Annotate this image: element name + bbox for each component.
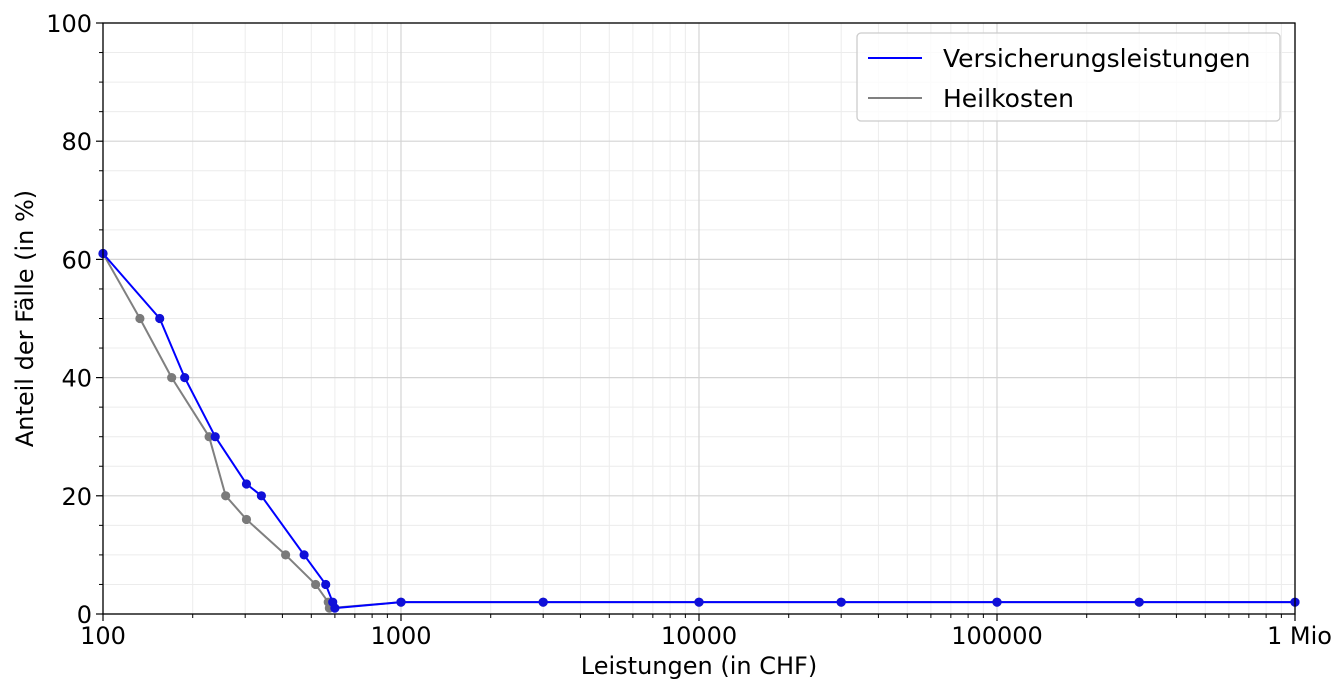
- data-point: [281, 550, 291, 560]
- data-point: [694, 597, 704, 607]
- x-tick-label: 100: [80, 622, 126, 650]
- y-tick-label: 0: [77, 601, 92, 629]
- x-axis-label: Leistungen (in CHF): [581, 652, 817, 679]
- data-point: [256, 491, 266, 501]
- data-point: [241, 514, 252, 525]
- data-point: [538, 597, 548, 607]
- y-tick-label: 40: [61, 365, 92, 393]
- y-tick-label: 60: [61, 246, 92, 274]
- series-layer: [98, 248, 1300, 613]
- data-point: [836, 597, 846, 607]
- data-point: [321, 579, 331, 590]
- data-point: [330, 603, 340, 613]
- x-tick-label: 1 Mio: [1267, 622, 1332, 650]
- data-point: [396, 597, 406, 607]
- data-point: [210, 432, 220, 442]
- data-point: [241, 479, 252, 489]
- legend-label: Heilkosten: [943, 84, 1074, 113]
- series-versicherungsleistungen: [98, 248, 1300, 613]
- data-point: [1134, 597, 1144, 607]
- legend-box: [856, 32, 1281, 122]
- x-tick-label: 1000: [370, 622, 431, 650]
- y-axis-label: Anteil der Fälle (in %): [11, 190, 39, 447]
- y-tick-label: 80: [61, 128, 92, 156]
- data-point: [135, 313, 145, 324]
- x-tick-label: 10000: [661, 622, 737, 650]
- y-tick-label: 20: [61, 483, 92, 511]
- legend-label: Versicherungsleistungen: [943, 44, 1251, 73]
- data-point: [311, 579, 321, 590]
- data-point: [992, 597, 1002, 607]
- legend: Versicherungsleistungen Heilkosten: [856, 32, 1281, 122]
- x-tick-label: 100000: [951, 622, 1043, 650]
- data-point: [221, 491, 231, 501]
- ticks-layer: 100 1000 10000 100000 1 Mio 0 20 40 60 80 100: [46, 10, 1332, 650]
- data-point: [180, 372, 190, 383]
- y-tick-label: 100: [46, 10, 92, 38]
- data-point: [299, 550, 309, 560]
- data-point: [155, 313, 165, 324]
- data-point: [167, 372, 177, 383]
